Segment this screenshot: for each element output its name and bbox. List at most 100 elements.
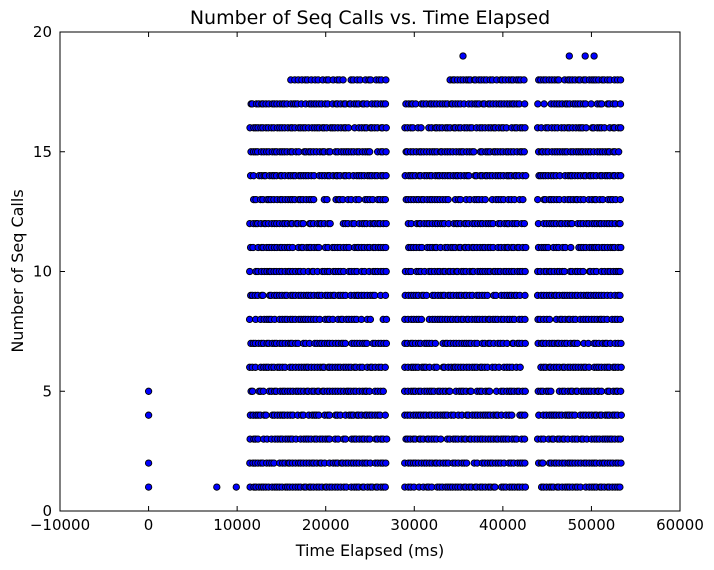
data-point [521,339,529,348]
chart-title: Number of Seq Calls vs. Time Elapsed [190,7,550,29]
data-point [545,315,554,324]
data-point [310,195,318,204]
data-point [299,219,307,228]
data-point [521,124,529,132]
data-point [382,76,390,84]
y-tick-label: 20 [33,23,52,41]
data-point [259,387,268,395]
data-point [382,243,390,252]
data-point [521,411,529,419]
data-point [555,76,563,84]
data-point [582,124,590,132]
data-point [245,315,254,324]
data-point [144,387,153,395]
y-axis-label: Number of Seq Calls [8,189,27,352]
data-point [522,172,530,180]
data-point [483,291,492,300]
y-tick-label: 0 [42,502,52,520]
data-point [382,339,391,348]
data-point [521,100,529,108]
data-point [491,483,499,491]
data-point [366,435,374,443]
data-point [617,387,625,395]
data-point [382,148,390,156]
data-point [615,148,623,156]
y-tick-label: 15 [33,143,52,161]
data-point [617,243,625,252]
data-point [467,387,475,395]
x-tick-label: 10000 [213,516,261,534]
data-point [344,124,353,132]
data-point [616,435,625,443]
data-point [617,172,625,180]
data-point [616,100,625,108]
data-point [315,243,323,252]
x-tick-label: 20000 [302,516,350,534]
data-point [382,315,391,324]
data-point [382,172,390,180]
x-tick-label: 0 [144,516,154,534]
data-point [431,339,440,348]
data-point [617,411,625,419]
x-tick-label: 50000 [568,516,616,534]
x-tick-label: 30000 [390,516,438,534]
x-tick-label: −10000 [30,516,90,534]
data-point [520,219,529,228]
data-point [363,339,371,348]
data-point [382,124,390,132]
data-point [422,291,431,300]
data-point [617,459,625,467]
data-point [540,100,548,108]
data-point [246,267,254,276]
data-point [617,363,625,371]
data-point [381,363,389,371]
data-point [262,411,270,419]
x-tick-label: 40000 [479,516,527,534]
data-point [617,124,625,132]
data-point [616,291,624,300]
data-point [325,411,334,419]
data-point [381,195,390,204]
data-point [248,387,257,395]
data-point [597,387,606,395]
data-point [232,483,240,491]
data-point [539,459,547,467]
data-point [616,483,624,491]
data-point [462,459,471,467]
data-point [516,363,524,371]
data-point [417,124,425,132]
data-point [521,291,529,300]
data-point [616,267,624,276]
data-point [144,411,153,419]
data-point [144,459,153,467]
data-point [547,387,555,395]
data-point [381,411,389,419]
data-point [381,100,390,108]
data-point [521,387,529,395]
data-point [382,267,390,276]
data-point [417,315,426,324]
data-point [486,387,494,395]
data-point [521,267,529,276]
data-point [616,195,625,204]
data-point [381,483,389,491]
data-point [433,363,441,371]
data-point [567,243,575,252]
data-point [465,172,473,180]
data-point [213,483,221,491]
data-point [522,243,530,252]
data-point [446,387,454,395]
data-point [459,52,467,60]
data-point [323,195,331,204]
data-point [534,195,542,204]
data-point [519,195,527,204]
data-point [144,483,153,491]
data-point [481,195,489,204]
data-point [326,219,334,228]
y-tick-label: 10 [33,263,52,281]
data-point [508,411,516,419]
data-point [534,100,542,108]
data-point [616,315,625,324]
data-point [259,291,267,300]
